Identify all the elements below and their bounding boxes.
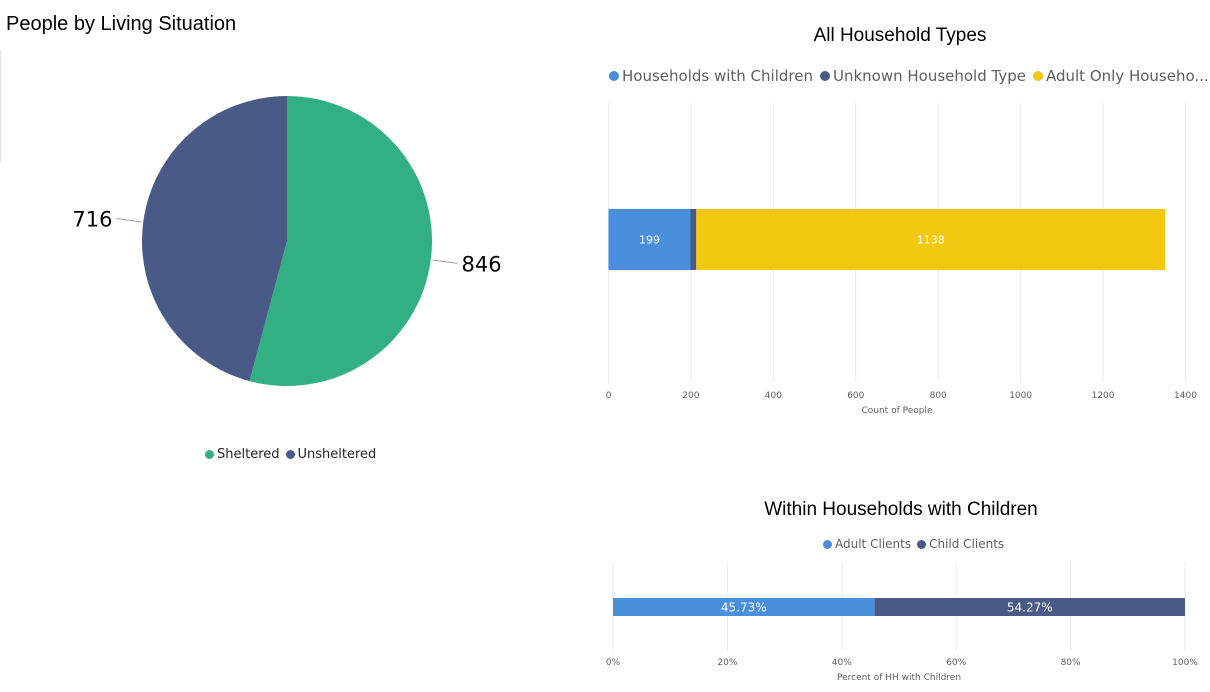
x-tick-label: 100% bbox=[1172, 658, 1198, 668]
x-tick-label: 20% bbox=[717, 658, 737, 668]
bar-data-label-households-with-children: 199 bbox=[639, 233, 660, 246]
legend-dot-adult-only-households-icon bbox=[1032, 71, 1043, 81]
x-tick-label: 400 bbox=[765, 391, 782, 401]
pie-legend: Sheltered Unsheltered bbox=[205, 447, 384, 462]
household-bars: 199 1138 bbox=[608, 209, 1166, 270]
pie-chart-title: People by Living Situation bbox=[6, 13, 237, 35]
children-bar-chart: 45.73% 54.27% 0% 20% 40% 60% 80% 100% Percent … bbox=[606, 563, 1198, 683]
household-legend: Households with Children Unknown Househo… bbox=[609, 67, 1210, 85]
bar-data-label-child-clients: 54.27% bbox=[1007, 600, 1053, 614]
legend-item-unsheltered[interactable]: Unsheltered bbox=[285, 447, 377, 462]
pie-data-label-sheltered: 846 bbox=[462, 252, 502, 276]
pie-data-label-unsheltered: 716 bbox=[72, 208, 112, 232]
bar-segment-child-clients[interactable] bbox=[874, 598, 1185, 616]
children-chart-title: Within Households with Children bbox=[764, 499, 1038, 520]
bar-segment-adult-only-househo[interactable] bbox=[696, 209, 1166, 270]
legend-dot-sheltered-icon bbox=[205, 450, 214, 459]
x-tick-label: 600 bbox=[847, 391, 864, 401]
pie-leader-line-sheltered bbox=[432, 259, 458, 264]
legend-item-households-with-children[interactable]: Households with Children bbox=[609, 67, 813, 85]
pie-leader-line-unsheltered bbox=[116, 218, 142, 223]
x-tick-label: 0 bbox=[606, 391, 612, 401]
legend-dot-households-with-children-icon bbox=[609, 71, 619, 81]
legend-label-adult-clients: Adult Clients bbox=[835, 537, 912, 551]
household-x-ticks: 0 200 400 600 800 1000 1200 1400 bbox=[606, 391, 1198, 401]
children-legend: Adult Clients Child Clients bbox=[823, 537, 1012, 551]
legend-label-unknown-household-type: Unknown Household Type bbox=[832, 67, 1026, 85]
x-tick-label: 0% bbox=[606, 658, 621, 668]
x-tick-label: 60% bbox=[946, 658, 966, 668]
legend-label-adult-only-households: Adult Only Househo... bbox=[1045, 67, 1209, 85]
bar-segment-adult-clients[interactable] bbox=[613, 598, 875, 616]
legend-label-unsheltered: Unsheltered bbox=[297, 447, 377, 462]
bar-data-label-adult-clients: 45.73% bbox=[721, 600, 767, 614]
panel-edge-line bbox=[0, 50, 1, 162]
x-tick-label: 800 bbox=[930, 391, 947, 401]
bar-segment-unknown-household-type[interactable] bbox=[690, 209, 697, 270]
x-tick-label: 1000 bbox=[1009, 391, 1032, 401]
legend-dot-child-clients-icon bbox=[917, 539, 927, 549]
x-tick-label: 200 bbox=[682, 391, 699, 401]
bar-segment-households-with-children[interactable] bbox=[608, 209, 691, 270]
legend-label-sheltered: Sheltered bbox=[217, 447, 280, 462]
x-tick-label: 40% bbox=[832, 658, 852, 668]
x-tick-label: 1200 bbox=[1092, 391, 1115, 401]
household-bar-chart: 199 1138 0 200 400 600 800 1000 1200 1400 Count … bbox=[606, 103, 1198, 416]
legend-dot-adult-clients-icon bbox=[823, 539, 832, 549]
legend-item-unknown-household-type[interactable]: Unknown Household Type bbox=[819, 67, 1026, 85]
legend-label-child-clients: Child Clients bbox=[929, 537, 1005, 551]
bar-data-label-adult-only-househo: 1138 bbox=[917, 233, 945, 246]
children-x-axis-label: Percent of HH with Children bbox=[837, 673, 961, 683]
pie-slice-unsheltered[interactable] bbox=[142, 95, 287, 382]
legend-dot-unsheltered-icon bbox=[285, 450, 295, 459]
legend-item-sheltered[interactable]: Sheltered bbox=[205, 447, 280, 462]
household-x-axis-label: Count of People bbox=[861, 406, 932, 416]
legend-item-adult-only-households[interactable]: Adult Only Househo... bbox=[1032, 67, 1209, 85]
legend-item-child-clients[interactable]: Child Clients bbox=[917, 537, 1004, 551]
household-chart-title: All Household Types bbox=[813, 25, 987, 46]
pie-slice-sheltered[interactable] bbox=[249, 96, 433, 386]
legend-label-households-with-children: Households with Children bbox=[622, 67, 813, 85]
x-tick-label: 1400 bbox=[1174, 391, 1197, 401]
legend-dot-unknown-household-type-icon bbox=[819, 71, 830, 81]
pie-chart: 846 716 bbox=[72, 95, 502, 386]
x-tick-label: 80% bbox=[1061, 658, 1081, 668]
children-bars: 45.73% 54.27% bbox=[613, 598, 1185, 616]
children-x-ticks: 0% 20% 40% 60% 80% 100% bbox=[606, 658, 1198, 668]
legend-item-adult-clients[interactable]: Adult Clients bbox=[823, 537, 911, 551]
